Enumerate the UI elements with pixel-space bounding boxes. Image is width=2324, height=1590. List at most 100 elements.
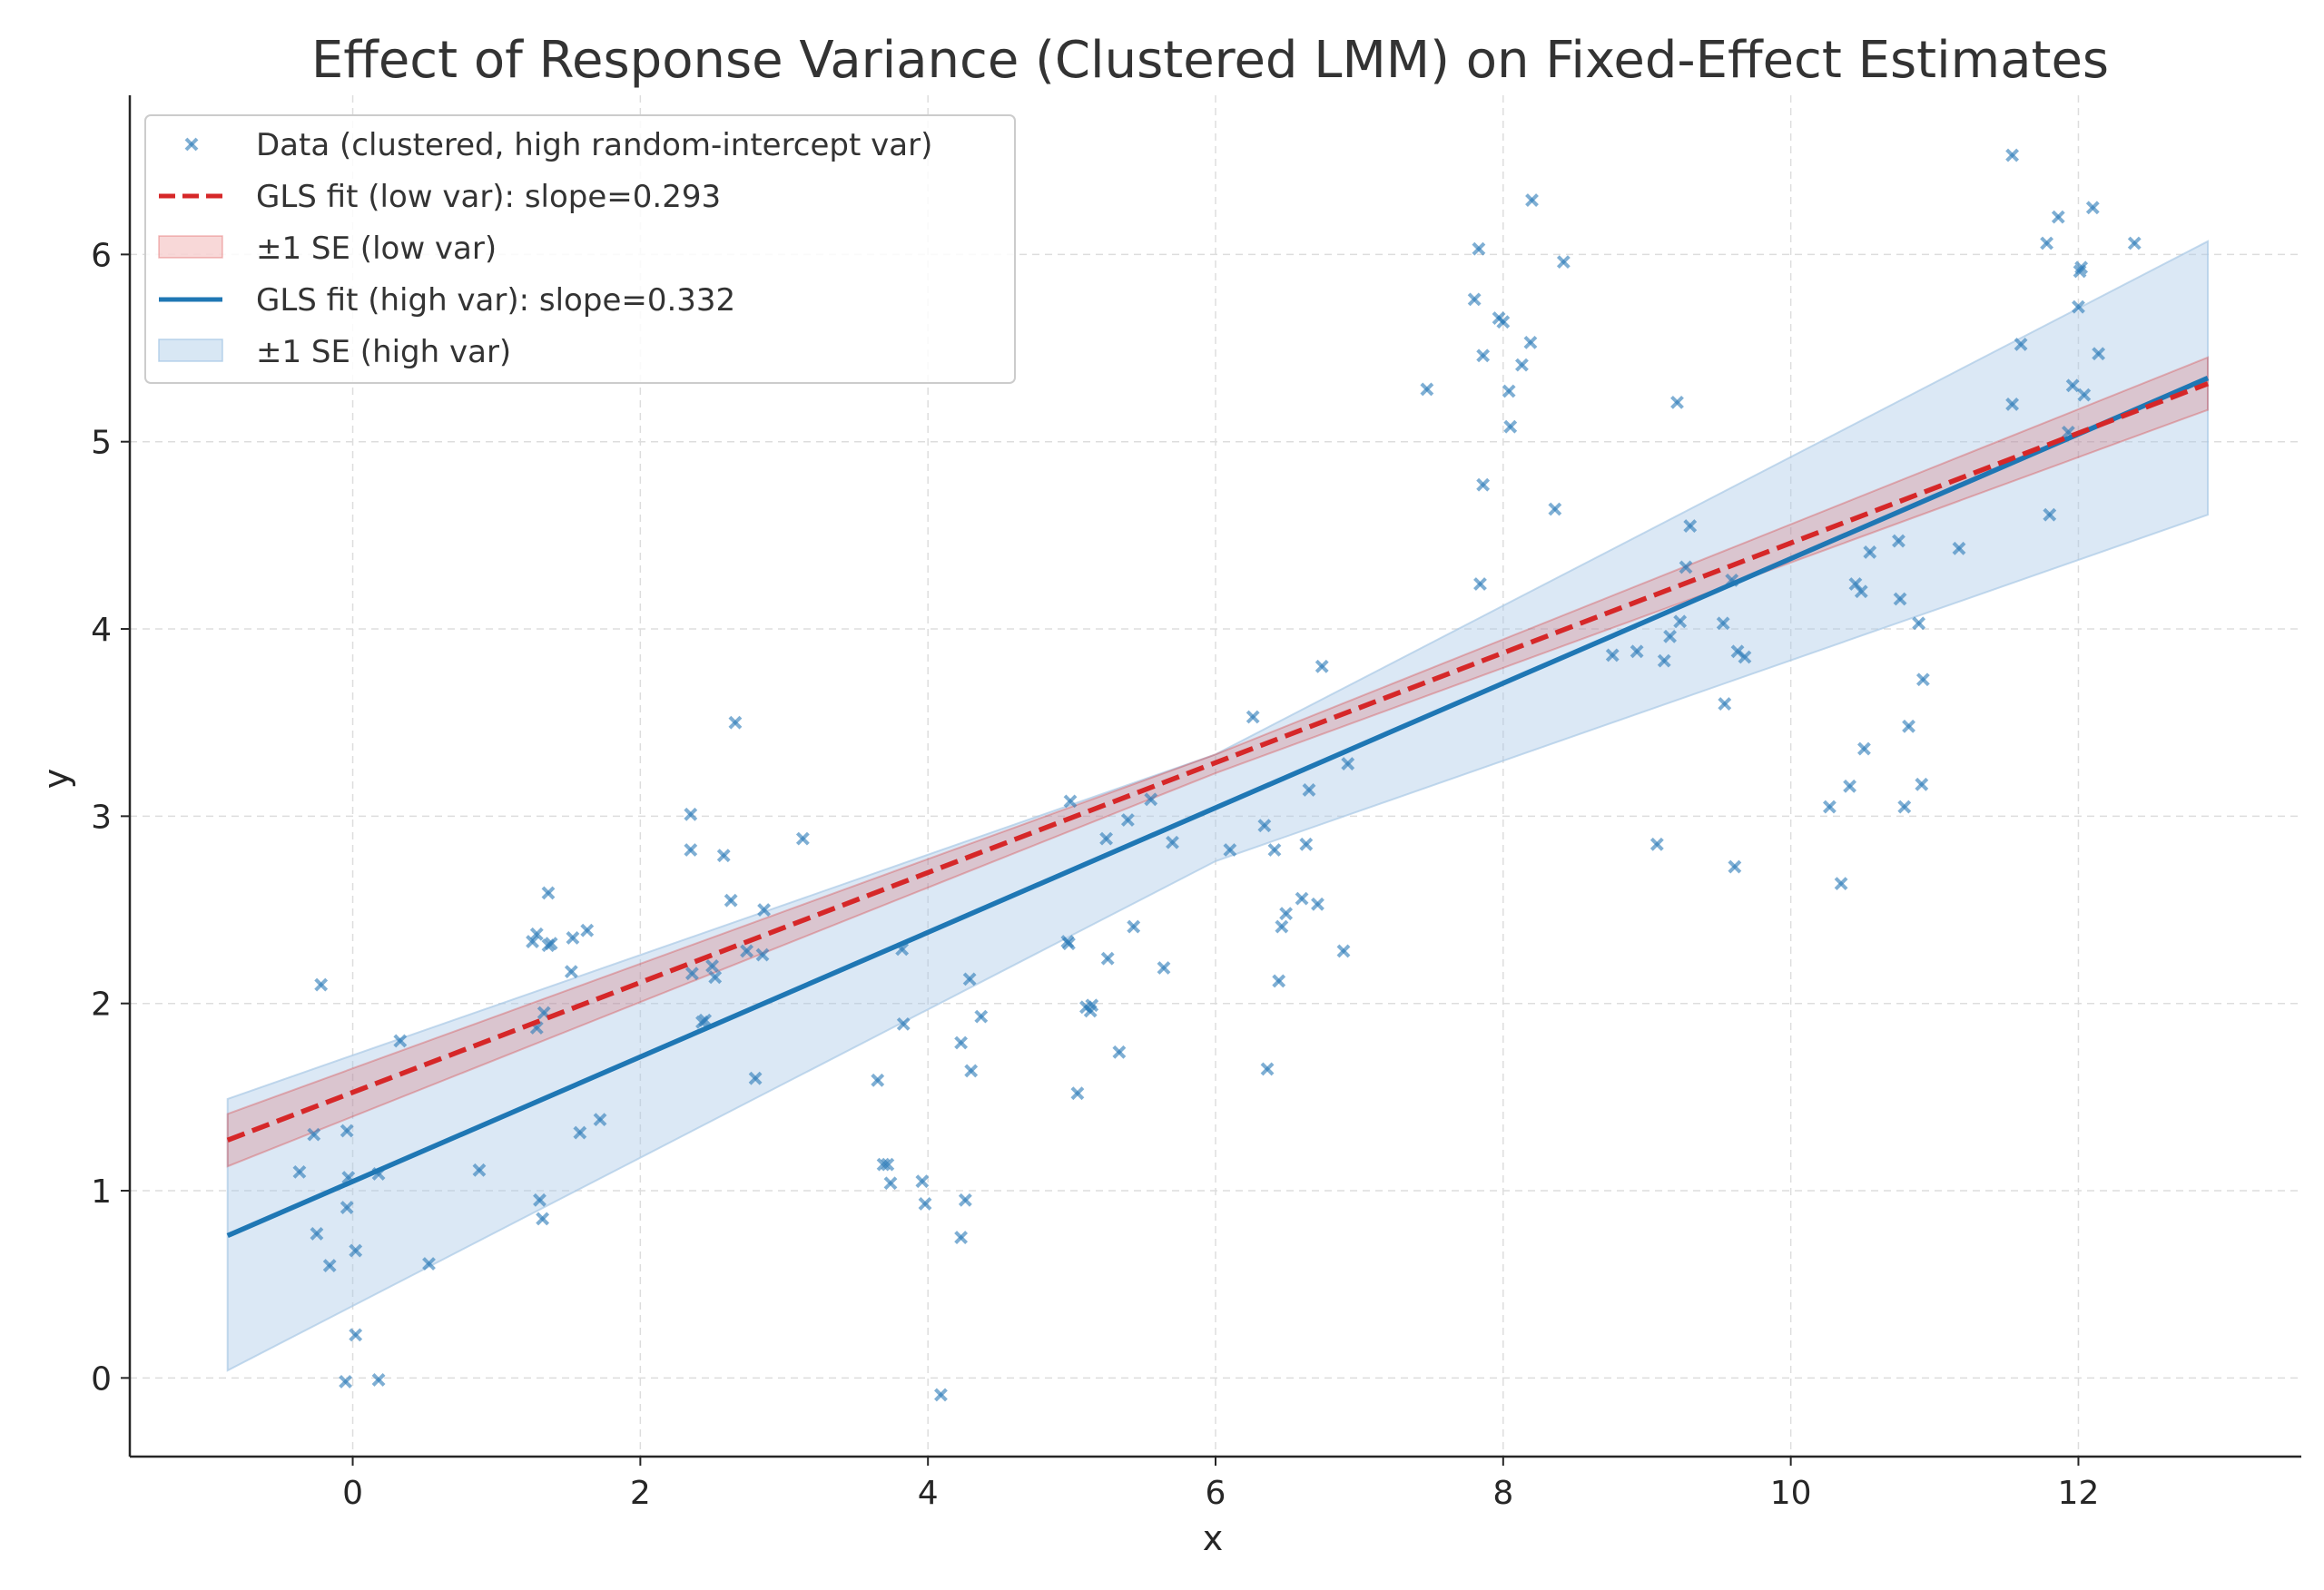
data-point <box>1902 719 1915 733</box>
data-point <box>871 1073 885 1087</box>
data-point <box>472 1163 487 1177</box>
data-point <box>1718 697 1732 711</box>
data-point <box>1070 1086 1085 1101</box>
data-point <box>740 944 753 958</box>
data-point <box>292 1164 307 1179</box>
data-point <box>1548 502 1562 516</box>
data-point <box>1630 644 1644 659</box>
data-point <box>1085 998 1099 1013</box>
data-point <box>1246 710 1260 724</box>
data-point <box>1854 584 1868 599</box>
data-point <box>1605 648 1620 662</box>
data-point <box>958 1192 972 1207</box>
data-point <box>371 1372 386 1387</box>
scatter-points <box>292 148 2142 1402</box>
data-point <box>1893 592 1907 606</box>
data-point <box>307 1127 321 1142</box>
data-point <box>2043 507 2057 522</box>
data-point <box>716 849 731 863</box>
data-point <box>757 903 772 917</box>
data-point <box>422 1257 436 1271</box>
data-point <box>1157 961 1171 975</box>
data-point <box>708 970 723 985</box>
data-point <box>1915 777 1929 791</box>
data-point <box>1915 672 1930 687</box>
data-point <box>896 1016 911 1031</box>
y-tick-label: 6 <box>91 237 112 274</box>
data-point <box>1657 653 1671 668</box>
data-point <box>580 923 595 937</box>
data-point <box>1267 843 1282 857</box>
y-axis-title: y <box>36 769 76 790</box>
data-point <box>1556 255 1571 270</box>
data-point <box>1472 241 1486 256</box>
data-point <box>393 1034 408 1048</box>
x-tick-label: 4 <box>918 1475 939 1512</box>
data-point <box>1272 974 1286 988</box>
data-point <box>1673 614 1688 629</box>
data-point <box>1473 577 1487 591</box>
data-point <box>964 1064 979 1078</box>
data-point <box>1834 877 1848 891</box>
data-point <box>883 1176 898 1191</box>
data-point <box>1279 907 1294 921</box>
legend-marker-high-band <box>158 339 223 362</box>
legend-label-high-band: ±1 SE (high var) <box>256 334 511 370</box>
data-point <box>755 947 770 962</box>
data-point <box>1716 616 1730 631</box>
data-point <box>322 1259 337 1272</box>
data-point <box>954 1231 969 1245</box>
fit-lines <box>226 376 2210 1239</box>
data-point <box>1467 292 1482 307</box>
data-point <box>1099 831 1114 846</box>
data-point <box>795 831 810 846</box>
data-point <box>1897 800 1912 814</box>
data-point <box>1525 193 1539 207</box>
data-point <box>705 959 719 973</box>
data-point <box>314 977 329 992</box>
data-point <box>526 935 539 949</box>
data-point <box>536 1212 550 1226</box>
data-point <box>1663 629 1677 643</box>
chart-title: Effect of Response Variance (Clustered L… <box>311 31 2109 90</box>
data-point <box>2092 347 2106 361</box>
data-point <box>1892 534 1905 548</box>
y-tick-label: 0 <box>91 1360 112 1398</box>
data-point <box>684 967 699 981</box>
data-point <box>593 1113 607 1127</box>
data-point <box>2085 201 2100 215</box>
data-point <box>1223 843 1237 857</box>
data-point <box>1503 419 1518 434</box>
x-tick-label: 8 <box>1492 1475 1513 1512</box>
data-point <box>2065 378 2080 393</box>
data-point <box>1649 837 1664 851</box>
data-point <box>340 1201 354 1214</box>
x-axis-title: x <box>1203 1518 1224 1558</box>
data-point <box>1275 919 1289 934</box>
y-tick-label: 4 <box>91 612 112 649</box>
data-point <box>339 1375 353 1389</box>
data-point <box>1502 384 1516 398</box>
data-point <box>2074 260 2089 275</box>
data-point <box>954 1035 969 1050</box>
data-point <box>1302 783 1316 797</box>
y-tick-label: 3 <box>91 799 112 836</box>
data-point <box>533 1192 547 1207</box>
data-point <box>349 1243 363 1258</box>
data-point <box>1144 792 1158 807</box>
data-point <box>684 843 698 857</box>
data-point <box>310 1227 324 1241</box>
data-point <box>544 937 558 951</box>
data-point <box>1063 794 1078 809</box>
data-point <box>1683 519 1698 533</box>
data-point <box>2005 398 2020 411</box>
data-point <box>1260 1062 1275 1076</box>
legend: Data (clustered, high random-intercept v… <box>144 114 1016 384</box>
data-point <box>1120 813 1135 827</box>
data-point <box>1100 951 1115 966</box>
legend-label-low-fit: GLS fit (low var): slope=0.293 <box>256 179 721 215</box>
data-point <box>974 1009 989 1024</box>
data-point <box>934 1388 948 1402</box>
